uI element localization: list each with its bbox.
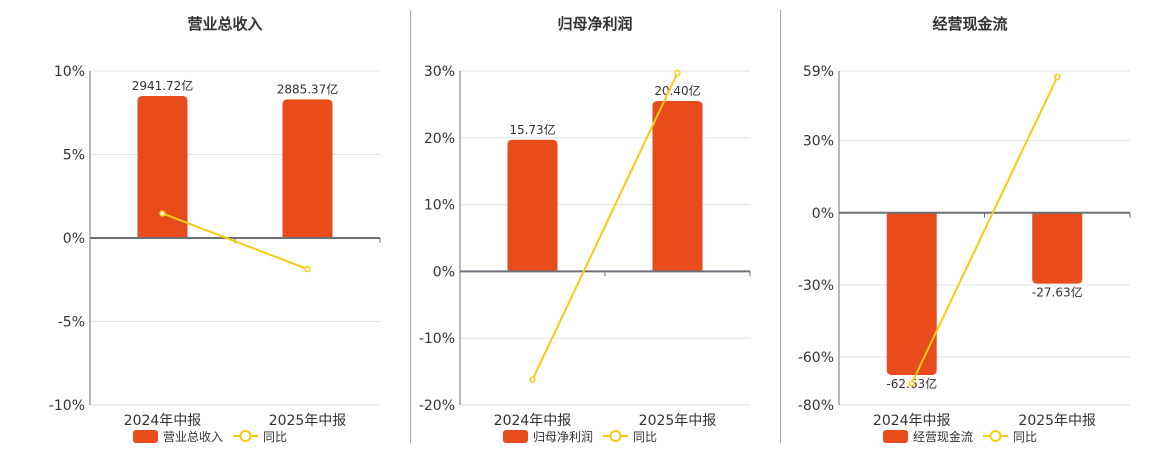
- legend-bar-label: 营业总收入: [163, 430, 223, 444]
- legend-bar-label: 归母净利润: [533, 430, 593, 444]
- panel-revenue: 营业总收入: [40, 0, 410, 450]
- bar: [1032, 212, 1083, 284]
- y-tick-label: 59%: [803, 64, 834, 80]
- legend-bar-swatch: [503, 430, 528, 443]
- yoy-point: [159, 210, 166, 217]
- legend-line-marker: [989, 430, 1002, 442]
- y-tick-label: -5%: [58, 315, 85, 331]
- bar: [886, 212, 937, 375]
- legend-line-label: 同比: [1013, 430, 1037, 444]
- bar-value-label: -27.63亿: [1032, 285, 1083, 300]
- chart-title: 经营现金流: [932, 15, 1008, 33]
- legend-line-marker: [609, 430, 622, 442]
- yoy-point: [1054, 73, 1061, 81]
- y-tick-label: 30%: [424, 64, 455, 80]
- legend-bar-swatch: [883, 430, 908, 443]
- panel-net-profit: 归母净利润: [410, 0, 780, 450]
- yoy-point: [674, 69, 681, 77]
- y-tick-label: 0%: [812, 206, 834, 222]
- separator: [780, 10, 781, 443]
- panel-cash-flow: 经营现金流: [780, 0, 1160, 450]
- y-tick-label: -20%: [419, 398, 455, 414]
- yoy-line: [910, 76, 1059, 384]
- bar-value-label: 2885.37亿: [277, 81, 339, 96]
- y-tick-label: -30%: [798, 278, 834, 294]
- y-tick-label: 10%: [54, 64, 85, 80]
- y-tick-label: 0%: [63, 231, 85, 247]
- y-tick-label: 10%: [424, 198, 455, 214]
- y-tick-label: -80%: [798, 398, 834, 414]
- bar: [652, 101, 703, 272]
- yoy-point: [529, 376, 536, 383]
- bar-value-label: 15.73亿: [509, 122, 555, 137]
- y-tick-label: 20%: [424, 131, 455, 147]
- bar-value-label: 20.40亿: [654, 83, 700, 98]
- separator: [410, 10, 411, 443]
- chart-title: 营业总收入: [187, 15, 263, 33]
- legend-line-label: 同比: [263, 430, 287, 444]
- y-tick-label: -10%: [49, 398, 85, 414]
- x-category-label: 2024年中报: [873, 413, 951, 429]
- x-category-label: 2024年中报: [124, 413, 202, 429]
- legend-line-label: 同比: [633, 430, 657, 444]
- y-tick-label: 5%: [63, 148, 85, 164]
- y-tick-label: -60%: [798, 350, 834, 366]
- legend-bar-label: 经营现金流: [913, 429, 973, 444]
- y-tick-label: 30%: [803, 134, 834, 150]
- x-category-label: 2024年中报: [494, 413, 572, 429]
- x-category-label: 2025年中报: [639, 413, 717, 429]
- bar: [137, 96, 188, 238]
- bar: [507, 139, 558, 272]
- y-tick-label: -10%: [419, 331, 455, 347]
- chart-title: 归母净利润: [557, 15, 633, 33]
- legend-line-marker: [239, 430, 252, 442]
- yoy-line: [531, 72, 679, 381]
- y-tick-label: 0%: [433, 264, 455, 280]
- yoy-point: [908, 380, 915, 387]
- x-category-label: 2025年中报: [1018, 413, 1096, 429]
- yoy-line: [162, 212, 308, 270]
- x-category-label: 2025年中报: [269, 413, 347, 429]
- bar: [282, 99, 333, 238]
- yoy-point: [304, 265, 311, 273]
- bar-value-label: 2941.72亿: [132, 78, 194, 93]
- legend-bar-swatch: [133, 430, 158, 443]
